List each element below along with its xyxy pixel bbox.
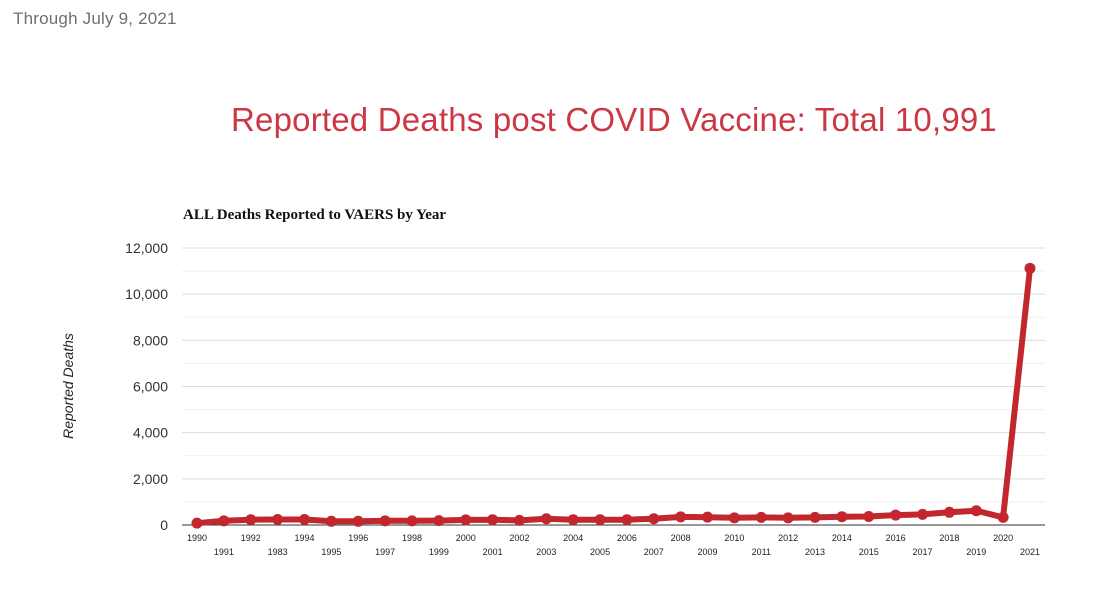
gridlines	[182, 247, 1045, 503]
data-point	[191, 517, 203, 529]
x-tick-label: 1994	[294, 533, 314, 543]
x-tick-label: 2003	[536, 547, 556, 557]
chart-title: ALL Deaths Reported to VAERS by Year	[183, 207, 447, 223]
data-point	[917, 508, 929, 520]
data-point	[675, 511, 687, 523]
data-point	[352, 515, 364, 527]
as-of-date: Through July 9, 2021	[13, 9, 177, 28]
x-tick-label: 2002	[509, 533, 529, 543]
x-tick-label: 2015	[859, 547, 879, 557]
x-tick-label: 2007	[644, 547, 664, 557]
data-point	[943, 506, 955, 518]
data-point	[890, 509, 902, 521]
x-tick-label: 2018	[939, 533, 959, 543]
data-point	[997, 511, 1009, 523]
x-tick-label: 2013	[805, 547, 825, 557]
x-tick-label: 2016	[886, 533, 906, 543]
y-axis-label: Reported Deaths	[60, 333, 76, 439]
x-tick-label: 2019	[966, 547, 986, 557]
y-tick-label: 0	[160, 517, 168, 533]
x-tick-label: 1999	[429, 547, 449, 557]
data-point	[379, 515, 391, 527]
data-point	[594, 514, 606, 526]
x-tick-label: 2008	[671, 533, 691, 543]
x-tick-label: 1990	[187, 533, 207, 543]
data-point	[513, 514, 525, 526]
data-point	[567, 514, 579, 526]
headline-title: Reported Deaths post COVID Vaccine: Tota…	[231, 101, 997, 138]
data-point	[460, 514, 472, 526]
x-tick-label: 2005	[590, 547, 610, 557]
data-point	[836, 511, 848, 523]
data-point	[487, 514, 499, 526]
data-point	[540, 513, 552, 525]
y-tick-label: 10,000	[125, 286, 168, 302]
data-point	[218, 515, 230, 527]
x-tick-label: 2010	[724, 533, 744, 543]
x-tick-label: 1983	[268, 547, 288, 557]
x-tick-label: 2021	[1020, 547, 1040, 557]
x-tick-label: 1998	[402, 533, 422, 543]
data-point	[728, 512, 740, 524]
x-tick-label: 2009	[698, 547, 718, 557]
x-tick-label: 1996	[348, 533, 368, 543]
data-point	[298, 513, 310, 525]
y-tick-label: 4,000	[133, 425, 168, 441]
series-line	[194, 265, 1033, 527]
data-point	[433, 515, 445, 527]
data-point	[621, 514, 633, 526]
x-tick-label: 1997	[375, 547, 395, 557]
x-tick-label: 1991	[214, 547, 234, 557]
x-tick-label: 1992	[241, 533, 261, 543]
data-point	[809, 511, 821, 523]
y-axis-ticks: 0 2,000 4,000 6,000 8,000 10,000 12,000	[125, 240, 168, 533]
x-tick-label: 2017	[913, 547, 933, 557]
data-point	[782, 512, 794, 524]
data-point	[648, 513, 660, 525]
data-point	[755, 511, 767, 523]
x-tick-label: 2006	[617, 533, 637, 543]
x-tick-label: 2020	[993, 533, 1013, 543]
data-point	[245, 514, 257, 526]
x-tick-label: 1995	[321, 547, 341, 557]
data-point	[702, 511, 714, 523]
y-tick-label: 12,000	[125, 240, 168, 256]
x-axis-ticks: 1990 1991 1992 1983 1994 1995 1996 1997 1998 1999…	[187, 533, 1040, 557]
y-tick-label: 8,000	[133, 332, 168, 348]
data-point	[1024, 262, 1036, 274]
data-points	[191, 262, 1036, 529]
x-tick-label: 2012	[778, 533, 798, 543]
x-tick-label: 2004	[563, 533, 583, 543]
data-point	[325, 515, 337, 527]
y-tick-label: 2,000	[133, 471, 168, 487]
x-tick-label: 2014	[832, 533, 852, 543]
x-tick-label: 2011	[752, 547, 771, 557]
x-tick-label: 2001	[483, 547, 503, 557]
data-point	[970, 505, 982, 517]
data-point	[863, 510, 875, 522]
y-tick-label: 6,000	[133, 379, 168, 395]
x-tick-label: 2000	[456, 533, 476, 543]
data-point	[272, 513, 284, 525]
data-point	[406, 515, 418, 527]
